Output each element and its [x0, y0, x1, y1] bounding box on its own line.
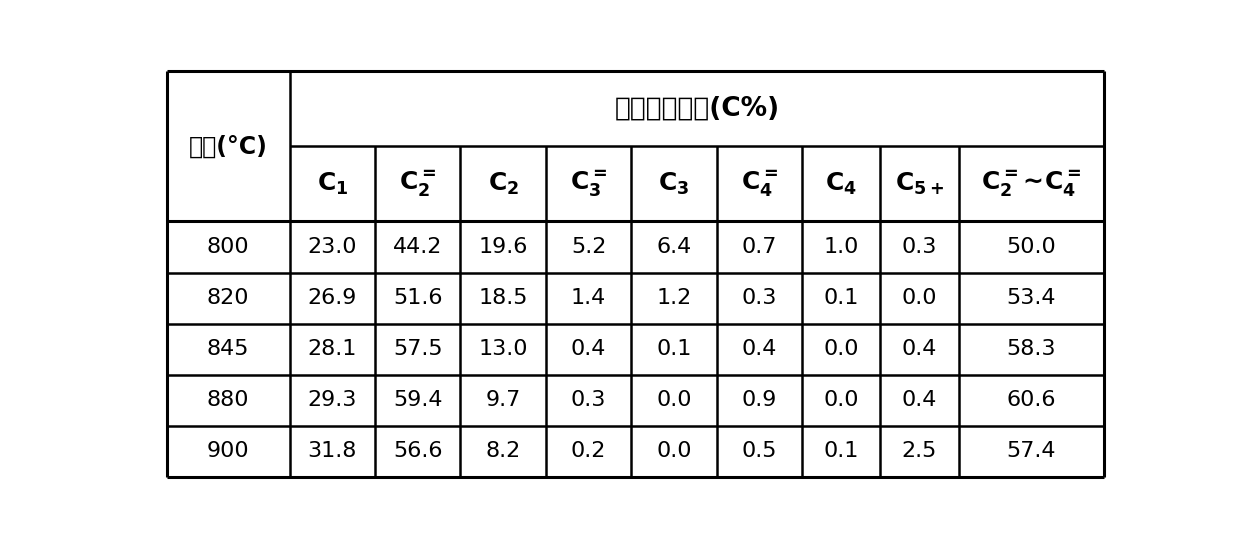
- Text: 0.1: 0.1: [823, 288, 859, 308]
- Text: 0.3: 0.3: [742, 288, 777, 308]
- Text: 0.4: 0.4: [901, 339, 937, 359]
- Text: 57.5: 57.5: [393, 339, 443, 359]
- Text: $\mathbf{C_2^{=}}$: $\mathbf{C_2^{=}}$: [399, 169, 436, 199]
- Text: 23.0: 23.0: [308, 237, 357, 257]
- Text: 1.2: 1.2: [656, 288, 692, 308]
- Text: 0.0: 0.0: [823, 390, 859, 411]
- Text: 58.3: 58.3: [1007, 339, 1056, 359]
- Text: 6.4: 6.4: [656, 237, 692, 257]
- Text: $\mathbf{C_4}$: $\mathbf{C_4}$: [826, 171, 857, 197]
- Text: 50.0: 50.0: [1007, 237, 1056, 257]
- Text: $\mathbf{C_3}$: $\mathbf{C_3}$: [658, 171, 689, 197]
- Text: $\mathbf{C_2^{=}\!\sim\! C_4^{=}}$: $\mathbf{C_2^{=}\!\sim\! C_4^{=}}$: [981, 169, 1081, 199]
- Text: 温度(°C): 温度(°C): [188, 135, 268, 159]
- Text: 0.7: 0.7: [742, 237, 777, 257]
- Text: 57.4: 57.4: [1007, 441, 1056, 462]
- Text: 烃产物选择性(C%): 烃产物选择性(C%): [615, 96, 780, 122]
- Text: $\mathbf{C_1}$: $\mathbf{C_1}$: [316, 171, 348, 197]
- Text: 53.4: 53.4: [1007, 288, 1056, 308]
- Text: 9.7: 9.7: [486, 390, 521, 411]
- Text: 800: 800: [207, 237, 249, 257]
- Text: $\mathbf{C_3^{=}}$: $\mathbf{C_3^{=}}$: [570, 169, 608, 199]
- Text: 2.5: 2.5: [901, 441, 937, 462]
- Text: $\mathbf{C_{5+}}$: $\mathbf{C_{5+}}$: [895, 171, 944, 197]
- Text: 0.0: 0.0: [901, 288, 937, 308]
- Text: 5.2: 5.2: [570, 237, 606, 257]
- Text: 0.1: 0.1: [656, 339, 692, 359]
- Text: 0.0: 0.0: [656, 441, 692, 462]
- Text: $\mathbf{C_2}$: $\mathbf{C_2}$: [487, 171, 518, 197]
- Text: 900: 900: [207, 441, 249, 462]
- Text: 0.3: 0.3: [570, 390, 606, 411]
- Text: 51.6: 51.6: [393, 288, 443, 308]
- Text: 26.9: 26.9: [308, 288, 357, 308]
- Text: 18.5: 18.5: [479, 288, 528, 308]
- Text: 0.5: 0.5: [742, 441, 777, 462]
- Text: 19.6: 19.6: [479, 237, 528, 257]
- Text: 28.1: 28.1: [308, 339, 357, 359]
- Text: 0.3: 0.3: [901, 237, 937, 257]
- Text: 845: 845: [207, 339, 249, 359]
- Text: 31.8: 31.8: [308, 441, 357, 462]
- Text: 44.2: 44.2: [393, 237, 443, 257]
- Text: 820: 820: [207, 288, 249, 308]
- Text: 56.6: 56.6: [393, 441, 443, 462]
- Text: 0.4: 0.4: [901, 390, 937, 411]
- Text: 29.3: 29.3: [308, 390, 357, 411]
- Text: 0.9: 0.9: [742, 390, 777, 411]
- Text: 880: 880: [207, 390, 249, 411]
- Text: 60.6: 60.6: [1007, 390, 1056, 411]
- Text: 1.0: 1.0: [823, 237, 859, 257]
- Text: 59.4: 59.4: [393, 390, 443, 411]
- Text: 8.2: 8.2: [486, 441, 521, 462]
- Text: 1.4: 1.4: [570, 288, 606, 308]
- Text: 0.0: 0.0: [823, 339, 859, 359]
- Text: 0.1: 0.1: [823, 441, 859, 462]
- Text: 0.2: 0.2: [570, 441, 606, 462]
- Text: 0.0: 0.0: [656, 390, 692, 411]
- Text: $\mathbf{C_4^{=}}$: $\mathbf{C_4^{=}}$: [742, 169, 777, 199]
- Text: 0.4: 0.4: [570, 339, 606, 359]
- Text: 0.4: 0.4: [742, 339, 777, 359]
- Text: 13.0: 13.0: [479, 339, 528, 359]
